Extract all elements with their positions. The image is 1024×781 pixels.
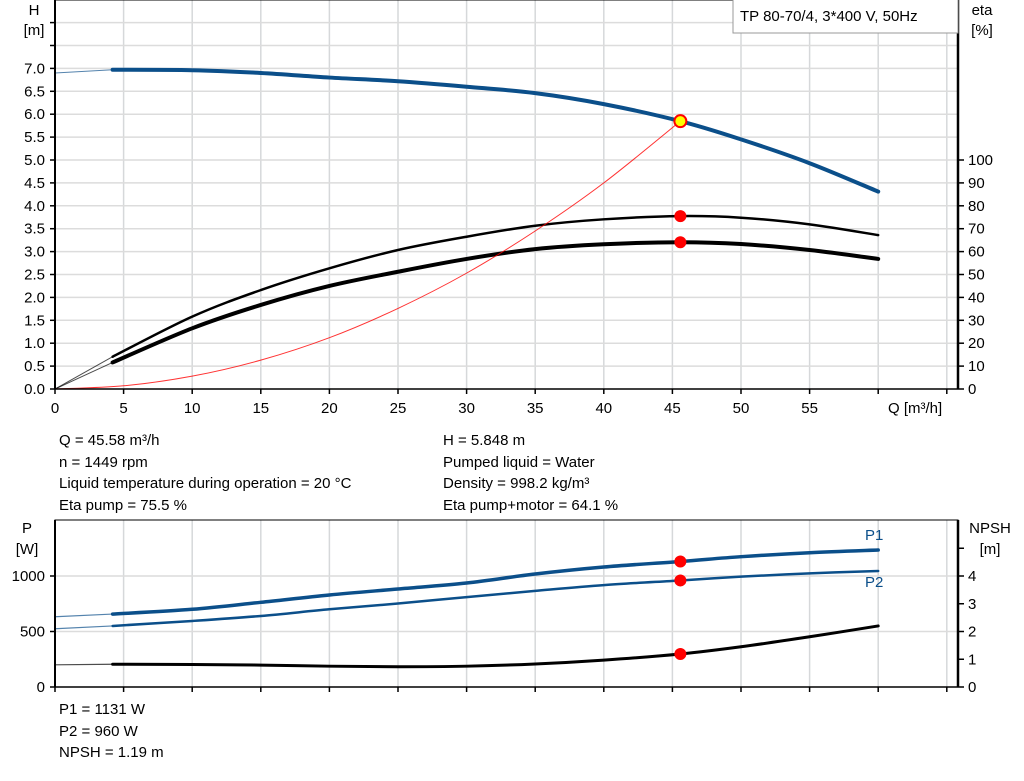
x-tick-label: 15 [252,400,269,417]
head-curve [110,67,881,194]
eta-total-marker [674,236,687,249]
h-tick-label: 5.5 [24,129,45,146]
npsh-tick-label: 3 [968,596,976,613]
npsh-curve-extension [54,663,113,666]
npsh-tick-label: 1 [968,651,976,668]
x-tick-label: 0 [51,400,59,417]
h-tick-label: 6.0 [24,106,45,123]
info-p2: P2 = 960 W [59,722,138,740]
x-tick-label: 20 [321,400,338,417]
p2-curve-extension [54,625,113,630]
info-density: Density = 998.2 kg/m³ [443,475,590,492]
info-p1: P1 = 1131 W [59,701,146,718]
npsh-tick-label: 4 [968,568,976,585]
duty-point-marker [673,114,688,129]
p-axis-label: P [22,520,32,537]
eta-pump-curve [111,214,880,358]
info-bottom: P1 = 1131 W P2 = 960 W NPSH = 1.19 m [59,699,164,764]
q-axis-label: Q [m³/h] [888,400,942,417]
eta-axis-label: eta [972,2,994,19]
eta-tick-label: 100 [968,152,993,169]
h-tick-label: 3.5 [24,221,45,238]
legend-box-text: TP 80-70/4, 3*400 V, 50Hz [740,8,918,25]
eta-tick-label: 20 [968,335,985,352]
eta-tick-label: 90 [968,175,985,192]
npsh-tick-label: 0 [968,679,976,696]
p1-curve [110,548,880,616]
p1-curve-label: P1 [865,527,883,544]
eta-pump-curve-extension [54,356,113,390]
eta-tick-label: 60 [968,244,985,261]
info-eta-total: Eta pump+motor = 64.1 % [443,496,619,514]
npsh-curve [111,624,880,669]
x-tick-label: 25 [390,400,407,417]
info-right: H = 5.848 m Pumped liquid = Water Densit… [443,430,618,516]
x-tick-label: 45 [664,400,681,417]
system-curve [54,120,681,390]
eta-tick-label: 40 [968,289,985,306]
p-tick-label: 500 [20,624,45,641]
bot-plot-frame [54,519,959,688]
h-axis-unit: [m] [24,22,45,39]
info-eta-pump: Eta pump = 75.5 % [59,496,187,514]
h-tick-label: 1.0 [24,335,45,352]
h-tick-label: 1.5 [24,312,45,329]
tick-labels: 0 5 10 15 20 25 30 35 40 45 50 550.00.51.01.52.02.5… [12,60,993,696]
eta-axis-unit: [%] [971,22,993,39]
info-liquid: Pumped liquid = Water [443,453,595,471]
head-curve-extension [54,69,113,74]
eta-total-curve [110,240,881,365]
p1-marker [674,555,687,568]
h-tick-label: 2.5 [24,267,45,284]
legend-box [732,0,959,34]
npsh-tick-label: 2 [968,624,976,641]
h-axis-label: H [29,2,40,19]
bottom-grid [55,520,958,687]
p2-marker [674,574,687,587]
eta-tick-label: 70 [968,221,985,238]
info-npsh: NPSH = 1.19 m [59,744,164,761]
eta-tick-label: 50 [968,267,985,284]
axes [50,0,964,692]
x-tick-label: 55 [801,400,818,417]
info-speed: n = 1449 rpm [59,453,148,471]
h-tick-label: 2.0 [24,289,45,306]
h-tick-label: 3.0 [24,244,45,261]
eta-total-curve-extension [54,361,113,390]
p-axis-unit: [W] [16,541,39,558]
x-tick-label: 30 [458,400,475,417]
eta-tick-label: 0 [968,381,976,398]
p2-curve-label: P2 [865,574,883,591]
x-tick-label: 35 [527,400,544,417]
h-tick-label: 0.5 [24,358,45,375]
h-tick-label: 6.5 [24,83,45,100]
p2-curve [111,569,880,628]
info-left: Q = 45.58 m³/h n = 1449 rpm Liquid tempe… [59,430,351,516]
h-tick-label: 5.0 [24,152,45,169]
x-tick-label: 50 [733,400,750,417]
h-tick-label: 0.0 [24,381,45,398]
p1-curve-extension [54,613,113,618]
x-tick-label: 40 [595,400,612,417]
p-tick-label: 1000 [12,568,45,585]
eta-tick-label: 10 [968,358,985,375]
curves [54,67,881,669]
eta-tick-label: 30 [968,312,985,329]
npsh-axis-unit: [m] [980,541,1001,558]
info-head: H = 5.848 m [443,432,526,449]
h-tick-label: 4.5 [24,175,45,192]
x-tick-label: 10 [184,400,201,417]
npsh-marker [674,647,687,660]
eta-tick-label: 80 [968,198,985,215]
x-tick-label: 5 [119,400,127,417]
info-flow: Q = 45.58 m³/h [59,432,160,449]
npsh-axis-label: NPSH [969,520,1011,537]
h-tick-label: 7.0 [24,60,45,77]
eta-pump-marker [674,210,687,223]
p-tick-label: 0 [37,679,45,696]
h-tick-label: 4.0 [24,198,45,215]
info-temperature: Liquid temperature during operation = 20… [59,475,352,492]
